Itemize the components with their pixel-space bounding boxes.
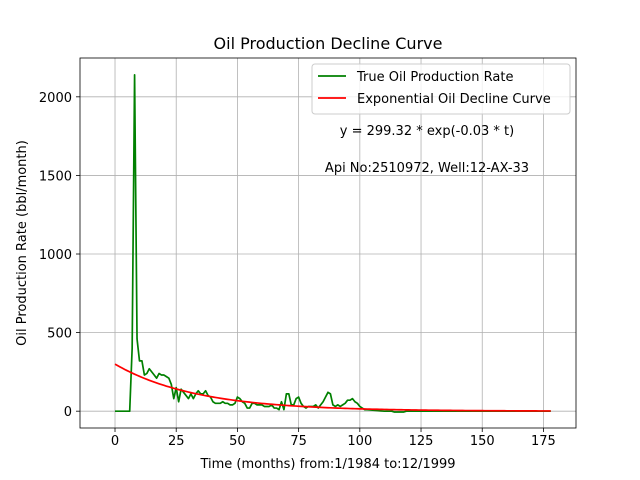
legend-label-true-rate: True Oil Production Rate [356, 70, 513, 85]
chart-title: Oil Production Decline Curve [214, 34, 443, 53]
y-tick-label: 1500 [39, 169, 72, 184]
y-axis-label: Oil Production Rate (bbl/month) [15, 140, 30, 346]
x-axis-ticks: 0 25 50 75 100 125 150 175 [111, 428, 556, 449]
plot-frame [79, 57, 577, 429]
x-tick-label: 0 [111, 434, 119, 449]
series-line-exponential-fit [114, 363, 551, 412]
x-tick-label: 75 [290, 434, 307, 449]
x-tick-label: 125 [409, 434, 434, 449]
equation-annotation: y = 299.32 * exp(-0.03 * t) [340, 124, 514, 139]
x-tick-label: 50 [229, 434, 246, 449]
x-axis-label: Time (months) from:1/1984 to:12/1999 [199, 457, 455, 472]
grid-lines [80, 58, 576, 428]
series-lines [114, 73, 551, 413]
y-tick-label: 2000 [39, 91, 72, 106]
legend: True Oil Production Rate Exponential Oil… [311, 63, 571, 115]
y-tick-label: 500 [47, 327, 72, 342]
y-axis-ticks: 0 500 1000 1500 2000 [39, 91, 80, 420]
well-annotation: Api No:2510972, Well:12-AX-33 [325, 161, 529, 176]
y-tick-label: 0 [64, 405, 72, 420]
x-tick-label: 175 [531, 434, 556, 449]
y-tick-label: 1000 [39, 248, 72, 263]
x-tick-label: 25 [168, 434, 185, 449]
legend-box [311, 63, 571, 115]
x-tick-label: 100 [347, 434, 372, 449]
x-tick-label: 150 [470, 434, 495, 449]
legend-label-exponential: Exponential Oil Decline Curve [357, 92, 551, 107]
